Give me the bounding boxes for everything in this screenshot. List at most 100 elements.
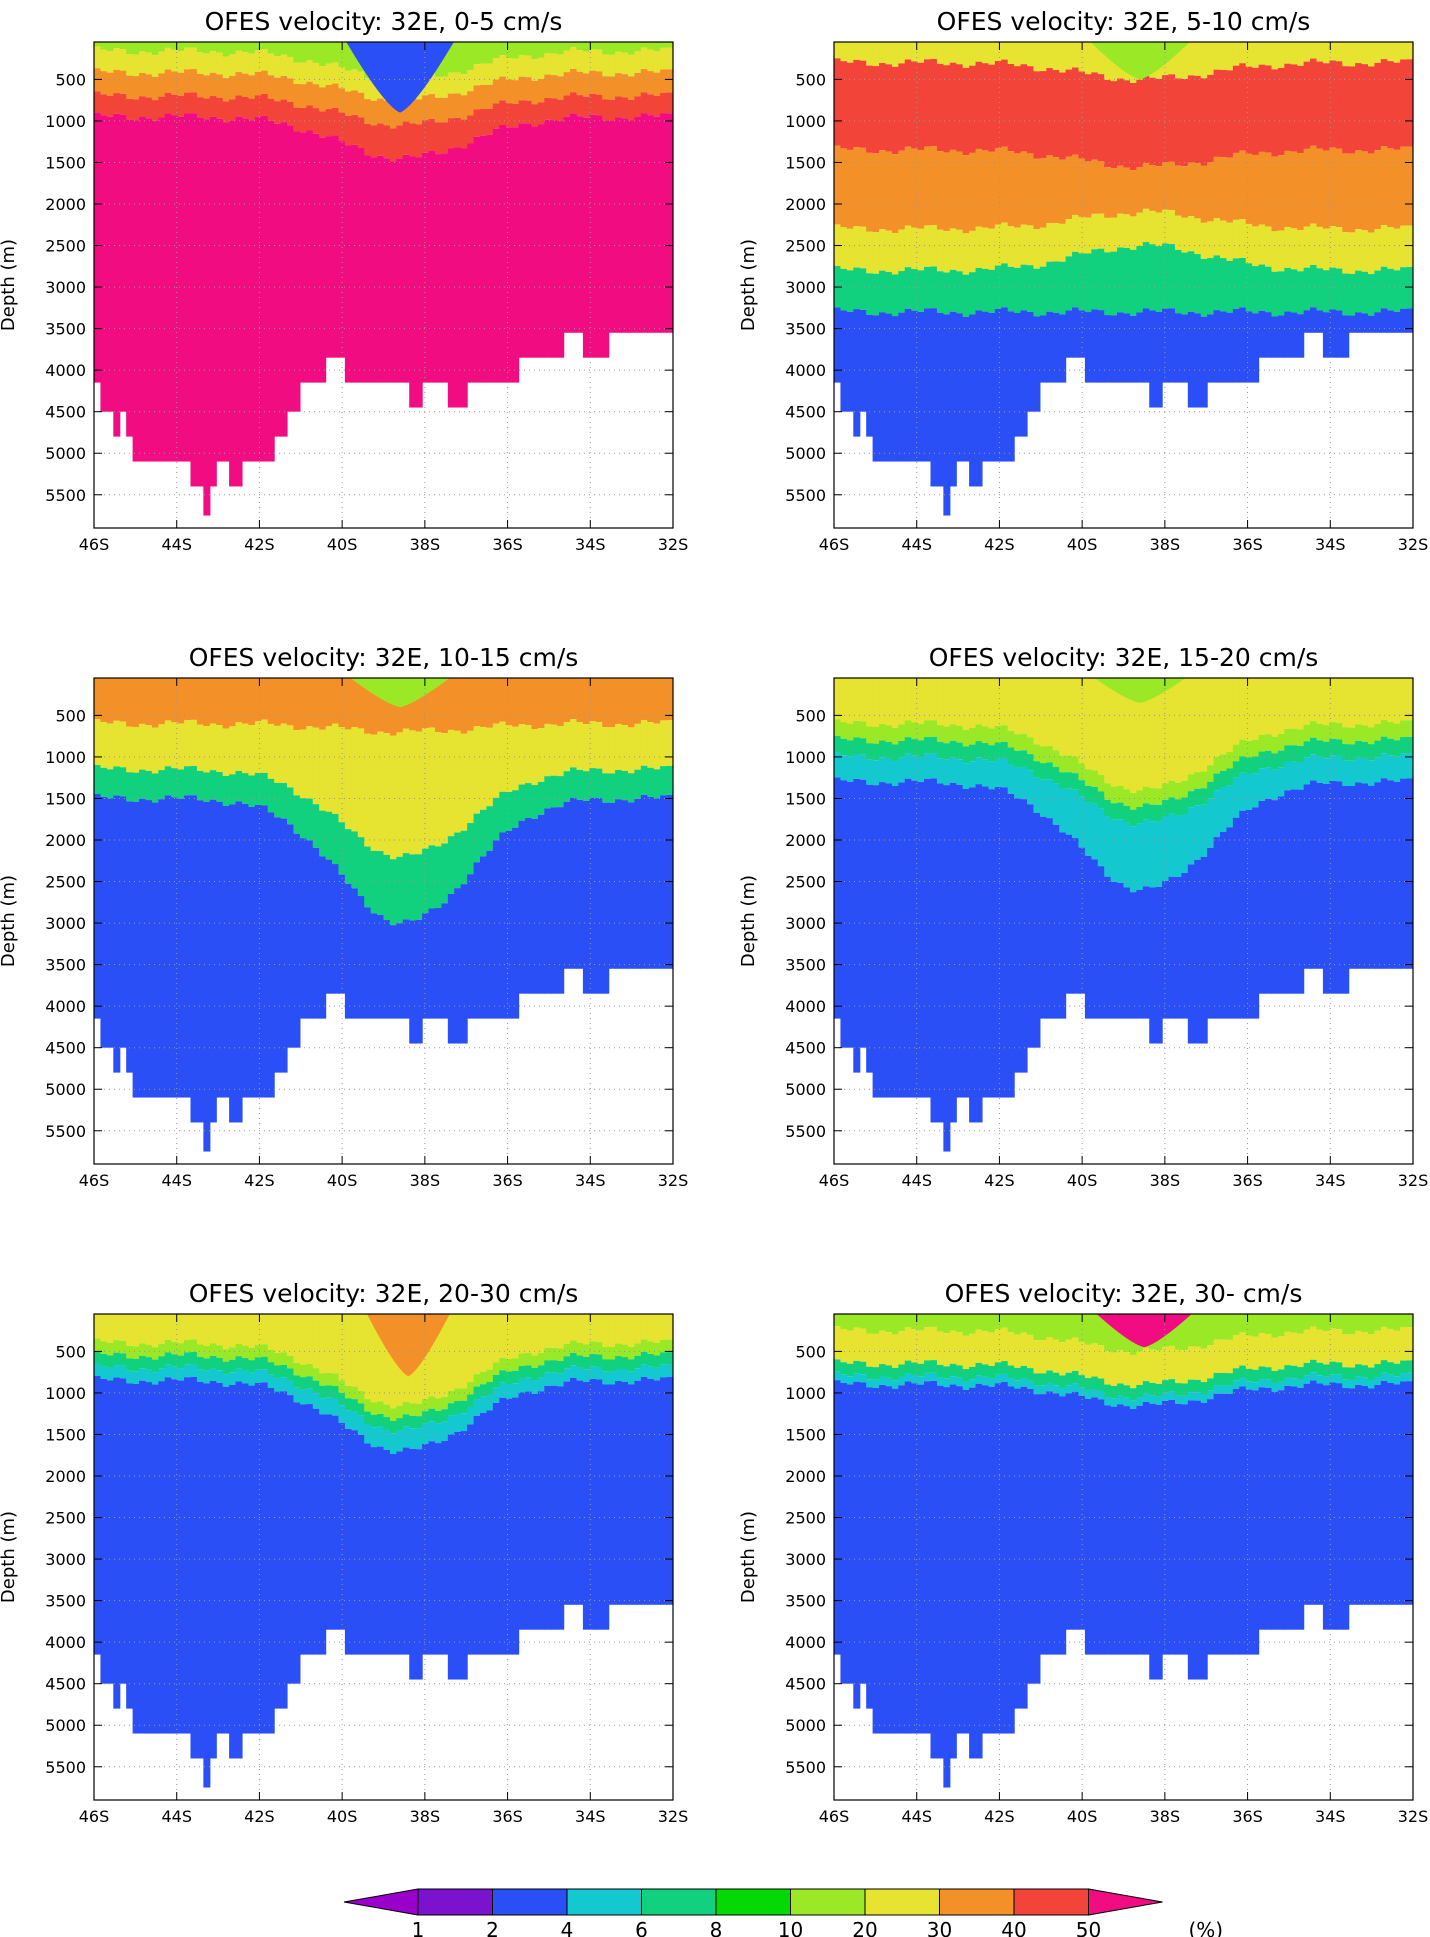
colorbar-box: [641, 1888, 717, 1916]
heatmap-cell: [1187, 864, 1195, 1044]
heatmap-cell: [1252, 313, 1260, 383]
heatmap-cell: [1342, 785, 1350, 994]
heatmap-cell: [100, 94, 108, 116]
heatmap-cell: [969, 744, 977, 762]
heatmap-cell: [428, 727, 436, 846]
heatmap-cell: [1097, 678, 1105, 775]
heatmap-cell: [158, 1314, 166, 1344]
heatmap-cell: [370, 1314, 378, 1403]
heatmap-cell: [1245, 1335, 1253, 1369]
y-tick-label: 1000: [785, 748, 826, 767]
heatmap-cell: [1117, 165, 1125, 214]
heatmap-cell: [872, 1367, 880, 1380]
heatmap-cell: [525, 123, 533, 358]
heatmap-cell: [602, 1314, 610, 1347]
heatmap-cell: [383, 920, 391, 1019]
heatmap-cell: [904, 753, 912, 779]
heatmap-cell: [846, 1363, 854, 1377]
heatmap-cell: [582, 800, 590, 994]
heatmap-cell: [177, 96, 185, 117]
heatmap-cell: [254, 1369, 262, 1383]
heatmap-cell: [988, 678, 996, 729]
heatmap-cell: [608, 120, 616, 333]
heatmap-cell: [1014, 678, 1022, 735]
heatmap-cell: [415, 1449, 423, 1680]
heatmap-cell: [1174, 42, 1182, 79]
heatmap-cell: [956, 742, 964, 760]
heatmap-cell: [956, 678, 964, 726]
heatmap-cell: [1123, 789, 1131, 806]
heatmap-cell: [1380, 678, 1388, 721]
y-tick-label: 2500: [785, 873, 826, 892]
heatmap-cell: [402, 1401, 410, 1415]
heatmap-cell: [570, 47, 578, 69]
heatmap-cell: [1258, 42, 1266, 65]
heatmap-cell: [377, 155, 385, 383]
heatmap-cell: [525, 817, 533, 994]
heatmap-cell: [904, 737, 912, 754]
heatmap-cell: [1129, 809, 1137, 827]
heatmap-cell: [1374, 1364, 1382, 1377]
heatmap-cell: [1084, 217, 1092, 254]
heatmap-cell: [1110, 678, 1118, 787]
heatmap-cell: [640, 69, 648, 93]
heatmap-cell: [1181, 166, 1189, 218]
heatmap-cell: [344, 1428, 352, 1655]
heatmap-cell: [100, 1353, 108, 1367]
heatmap-cell: [988, 761, 996, 790]
heatmap-cell: [1001, 263, 1009, 308]
heatmap-cell: [1136, 212, 1144, 246]
heatmap-cell: [1181, 797, 1189, 815]
y-tick-label: 5500: [45, 1758, 86, 1777]
heatmap-cell: [924, 678, 932, 721]
heatmap-cell: [1014, 42, 1022, 67]
heatmap-cell: [106, 723, 114, 770]
heatmap-cell: [988, 1332, 996, 1366]
heatmap-cell: [119, 1378, 127, 1684]
heatmap-cell: [544, 808, 552, 994]
heatmap-cell: [248, 98, 256, 121]
heatmap-cell: [177, 72, 185, 97]
heatmap-cell: [1265, 678, 1273, 735]
heatmap-cell: [1052, 70, 1060, 158]
heatmap-cell: [1290, 312, 1298, 358]
heatmap-cell: [1123, 822, 1131, 888]
heatmap-cell: [113, 113, 121, 437]
heatmap-cell: [447, 72, 455, 94]
heatmap-cell: [981, 759, 989, 787]
heatmap-cell: [492, 723, 500, 798]
heatmap-cell: [846, 149, 854, 229]
heatmap-cell: [357, 148, 365, 383]
heatmap-cell: [370, 1414, 378, 1428]
heatmap-cell: [936, 1331, 944, 1365]
heatmap-cell: [344, 1398, 352, 1411]
x-tick-label: 42S: [244, 1171, 275, 1190]
heatmap-cell: [898, 63, 906, 151]
x-tick-label: 40S: [1067, 1807, 1098, 1826]
heatmap-cell: [1303, 1362, 1311, 1376]
heatmap-cell: [1310, 721, 1318, 738]
heatmap-cell: [338, 42, 346, 68]
heatmap-cell: [1245, 153, 1253, 224]
heatmap-cell: [1329, 1374, 1337, 1383]
heatmap-cell: [1117, 1404, 1125, 1655]
heatmap-cell: [969, 727, 977, 745]
heatmap-cell: [499, 1397, 507, 1655]
heatmap-cell: [981, 268, 989, 312]
heatmap-cell: [1271, 231, 1279, 272]
heatmap-cell: [1258, 1387, 1266, 1630]
heatmap-cell: [544, 776, 552, 809]
heatmap-cell: [209, 116, 217, 487]
heatmap-cell: [235, 1343, 243, 1357]
y-tick-label: 3000: [45, 1550, 86, 1569]
heatmap-cell: [1027, 804, 1035, 1048]
heatmap-cell: [840, 1374, 848, 1384]
heatmap-cell: [248, 53, 256, 76]
heatmap-cell: [1239, 258, 1247, 308]
heatmap-cell: [357, 1314, 365, 1391]
heatmap-cell: [267, 678, 275, 724]
heatmap-cell: [229, 774, 237, 805]
heatmap-cell: [139, 72, 147, 97]
heatmap-cell: [1046, 42, 1054, 69]
heatmap-cell: [962, 746, 970, 764]
